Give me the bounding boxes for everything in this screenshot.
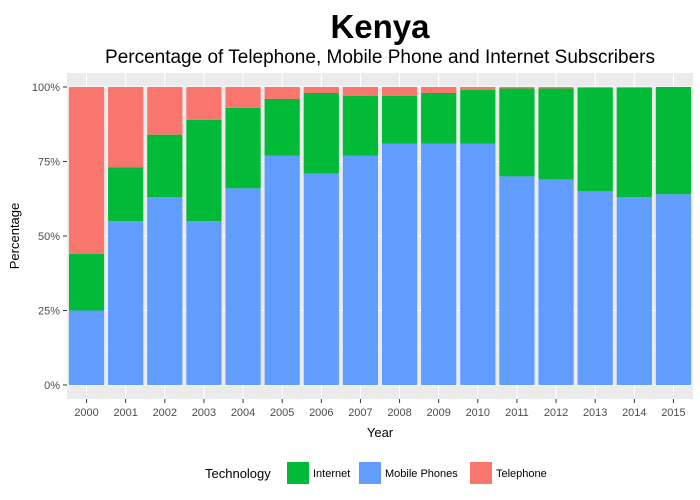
x-axis-title: Year bbox=[367, 425, 394, 440]
bar-mobile-phones-2008 bbox=[381, 143, 418, 385]
bar-mobile-phones-2006 bbox=[303, 173, 339, 385]
bar-internet-2004 bbox=[225, 107, 261, 189]
bar-internet-2013 bbox=[577, 87, 613, 192]
bar-mobile-phones-2009 bbox=[421, 143, 457, 385]
bar-telephone-2007 bbox=[342, 87, 379, 96]
x-tick-label: 2013 bbox=[583, 407, 607, 419]
bar-mobile-phones-2004 bbox=[225, 188, 261, 385]
legend-key-internet bbox=[287, 462, 309, 484]
bar-telephone-2003 bbox=[186, 87, 222, 120]
bar-mobile-phones-2011 bbox=[499, 176, 535, 385]
bar-mobile-phones-2015 bbox=[655, 194, 692, 385]
legend-label-internet: Internet bbox=[313, 468, 350, 480]
x-tick-label: 2001 bbox=[113, 407, 137, 419]
y-axis: 0% 25% 50% 75% 100% bbox=[32, 82, 67, 392]
bar-internet-2015 bbox=[655, 87, 692, 195]
y-tick-label: 25% bbox=[38, 306, 60, 318]
legend-label-telephone: Telephone bbox=[496, 468, 547, 480]
y-axis-title: Percentage bbox=[7, 203, 22, 270]
bar-internet-2000 bbox=[68, 253, 105, 311]
bar-internet-2005 bbox=[264, 98, 300, 156]
x-tick-label: 2000 bbox=[74, 407, 98, 419]
bar-telephone-2009 bbox=[421, 87, 457, 93]
bar-telephone-2012 bbox=[538, 87, 574, 89]
x-tick-label: 2007 bbox=[348, 407, 372, 419]
legend-title: Technology bbox=[205, 466, 271, 481]
bar-internet-2009 bbox=[421, 92, 457, 144]
bar-telephone-2000 bbox=[68, 87, 105, 254]
bar-telephone-2010 bbox=[460, 87, 496, 90]
x-tick-label: 2008 bbox=[387, 407, 411, 419]
bar-telephone-2006 bbox=[303, 87, 339, 93]
bar-mobile-phones-2007 bbox=[342, 155, 379, 385]
x-axis: 2000 2001 2002 2003 2004 2005 2006 2007 2008 2009… bbox=[74, 399, 686, 419]
chart-title: Kenya bbox=[330, 8, 430, 45]
x-tick-label: 2002 bbox=[153, 407, 177, 419]
bars-layer bbox=[68, 87, 692, 385]
bar-mobile-phones-2010 bbox=[460, 143, 496, 385]
bar-telephone-2011 bbox=[499, 87, 535, 89]
y-tick-label: 50% bbox=[38, 231, 60, 243]
chart-subtitle: Percentage of Telephone, Mobile Phone an… bbox=[105, 47, 655, 68]
x-tick-label: 2009 bbox=[426, 407, 450, 419]
y-tick-label: 100% bbox=[32, 82, 60, 94]
bar-telephone-2002 bbox=[147, 87, 183, 135]
x-tick-label: 2014 bbox=[622, 407, 646, 419]
bar-telephone-2001 bbox=[108, 87, 144, 168]
bar-internet-2010 bbox=[460, 89, 496, 144]
x-tick-label: 2010 bbox=[466, 407, 490, 419]
bar-mobile-phones-2002 bbox=[147, 197, 183, 385]
bar-telephone-2004 bbox=[225, 87, 261, 108]
x-tick-label: 2011 bbox=[505, 407, 529, 419]
x-tick-label: 2012 bbox=[544, 407, 568, 419]
bar-internet-2002 bbox=[147, 134, 183, 198]
bar-internet-2008 bbox=[381, 95, 418, 144]
x-tick-label: 2003 bbox=[192, 407, 216, 419]
bar-internet-2012 bbox=[538, 88, 574, 180]
bar-internet-2011 bbox=[499, 88, 535, 177]
bar-mobile-phones-2013 bbox=[577, 191, 613, 385]
bar-mobile-phones-2000 bbox=[68, 310, 105, 385]
bar-internet-2001 bbox=[108, 167, 144, 222]
y-tick-label: 75% bbox=[38, 157, 60, 169]
x-tick-label: 2015 bbox=[661, 407, 685, 419]
x-tick-label: 2006 bbox=[309, 407, 333, 419]
bar-mobile-phones-2012 bbox=[538, 179, 574, 385]
x-tick-label: 2005 bbox=[270, 407, 294, 419]
bar-telephone-2014 bbox=[616, 87, 652, 88]
y-tick-label: 0% bbox=[44, 380, 60, 392]
bar-internet-2006 bbox=[303, 92, 339, 174]
bar-internet-2003 bbox=[186, 119, 222, 222]
bar-mobile-phones-2014 bbox=[616, 197, 652, 385]
bar-mobile-phones-2003 bbox=[186, 221, 222, 385]
legend: Technology Internet Mobile Phones Telephon… bbox=[205, 462, 547, 484]
bar-telephone-2008 bbox=[381, 87, 418, 96]
legend-label-mobile-phones: Mobile Phones bbox=[385, 468, 458, 480]
bar-internet-2014 bbox=[616, 87, 652, 198]
bar-mobile-phones-2001 bbox=[108, 221, 144, 385]
bar-internet-2007 bbox=[342, 95, 379, 156]
bar-telephone-2013 bbox=[577, 87, 613, 88]
bar-mobile-phones-2005 bbox=[264, 155, 300, 385]
bar-telephone-2005 bbox=[264, 87, 300, 99]
legend-key-telephone bbox=[470, 462, 492, 484]
x-tick-label: 2004 bbox=[231, 407, 255, 419]
legend-key-mobile-phones bbox=[359, 462, 381, 484]
